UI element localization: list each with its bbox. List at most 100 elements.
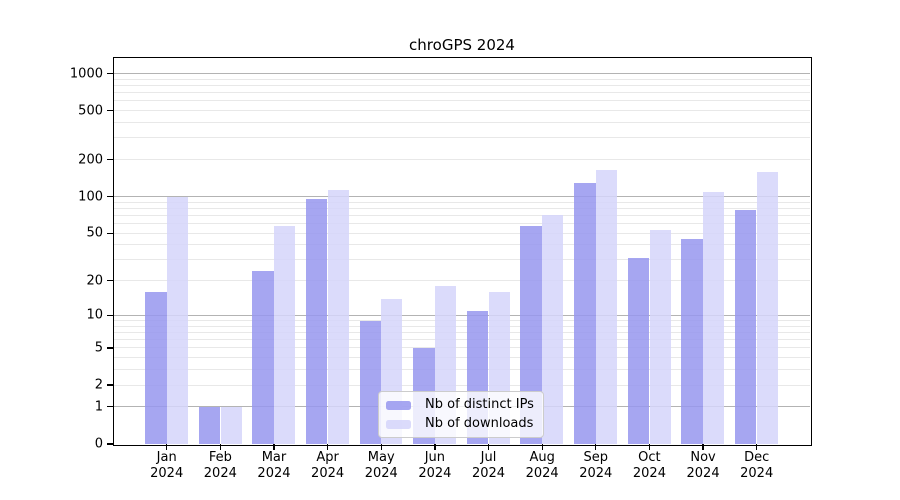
y-tick-label: 10 (86, 307, 103, 323)
y-tick-mark (107, 314, 113, 317)
x-tick-label: Oct 2024 (632, 450, 666, 481)
gridline-minor (114, 159, 810, 161)
gridline-minor (114, 207, 810, 209)
gridline-minor (114, 201, 810, 203)
legend-swatch-downloads (386, 419, 411, 429)
bar-distinct-ips-dec (734, 210, 757, 444)
y-tick-mark (107, 384, 113, 386)
gridline-minor (114, 384, 810, 386)
gridline-minor (114, 259, 810, 261)
bar-downloads-sep (595, 169, 617, 444)
legend-label-downloads: Nb of downloads (425, 416, 534, 431)
y-tick-mark (107, 347, 113, 349)
gridline-minor (114, 244, 810, 246)
gridline-major (114, 73, 810, 75)
x-tick-mark (219, 444, 221, 450)
bar-distinct-ips-nov (681, 238, 703, 444)
gridline-minor (114, 214, 810, 216)
legend: Nb of distinct IPs Nb of downloads (378, 391, 544, 438)
x-tick-mark (434, 444, 436, 450)
gridline-minor (114, 78, 810, 80)
x-tick-mark (487, 444, 490, 450)
bar-downloads-apr (327, 189, 349, 444)
y-tick-mark (107, 110, 113, 112)
x-tick-label: Jan 2024 (150, 450, 184, 481)
bar-downloads-mar (274, 226, 296, 444)
gridline-minor (114, 110, 810, 112)
gridline-minor (114, 357, 810, 359)
y-tick-label: 2 (94, 377, 103, 393)
y-tick-label: 1000 (69, 66, 103, 82)
x-tick-label: Sep 2024 (579, 450, 613, 481)
bar-downloads-aug (542, 214, 564, 444)
y-tick-label: 0 (94, 436, 103, 452)
legend-swatch-distinct-ips (386, 400, 411, 410)
y-tick-mark (107, 232, 113, 234)
x-tick-label: Aug 2024 (525, 450, 559, 481)
y-tick-mark (107, 72, 113, 75)
gridline-major (114, 196, 810, 198)
y-tick-label: 1 (94, 399, 103, 415)
y-tick-label: 50 (86, 225, 103, 241)
x-tick-mark (326, 444, 329, 450)
y-tick-label: 100 (78, 189, 103, 205)
bar-downloads-jan (166, 196, 188, 444)
chart-title: chroGPS 2024 (409, 36, 515, 54)
legend-item-downloads: Nb of downloads (386, 416, 534, 432)
gridline-minor (114, 84, 810, 86)
x-tick-label: Jun 2024 (418, 450, 452, 481)
x-tick-label: Dec 2024 (740, 450, 774, 481)
bar-distinct-ips-aug (520, 226, 542, 444)
gridline-minor (114, 232, 810, 234)
x-tick-mark (648, 444, 651, 450)
y-tick-label: 5 (94, 340, 103, 356)
y-tick-label: 500 (78, 103, 103, 119)
gridline-minor (114, 223, 810, 225)
y-tick-mark (107, 280, 113, 282)
y-tick-label: 20 (86, 273, 103, 289)
bar-downloads-nov (703, 191, 725, 444)
bar-distinct-ips-may (359, 320, 382, 444)
gridline-minor (114, 320, 810, 322)
bar-distinct-ips-mar (252, 271, 274, 444)
x-tick-mark (166, 444, 168, 450)
gridline-minor (114, 122, 810, 124)
gridline-minor (114, 347, 810, 349)
gridline-minor (114, 369, 810, 371)
x-tick-label: May 2024 (364, 450, 398, 481)
gridline-minor (114, 331, 810, 333)
bar-distinct-ips-feb (198, 406, 221, 444)
y-tick-mark (107, 443, 113, 445)
gridline-minor (114, 339, 810, 341)
y-tick-mark (107, 195, 113, 198)
x-tick-mark (756, 444, 758, 450)
bar-distinct-ips-sep (574, 182, 596, 444)
x-tick-mark (273, 444, 275, 450)
gridline-minor (114, 280, 810, 282)
gridline-minor (114, 92, 810, 94)
bar-downloads-oct (649, 230, 671, 444)
y-tick-label: 200 (78, 152, 103, 168)
bar-distinct-ips-apr (305, 199, 328, 444)
x-tick-mark (595, 444, 597, 450)
legend-label-distinct-ips: Nb of distinct IPs (425, 397, 534, 412)
gridline-minor (114, 137, 810, 139)
x-tick-label: Jul 2024 (471, 450, 506, 481)
bar-downloads-feb (220, 406, 242, 444)
x-tick-label: Nov 2024 (686, 450, 720, 481)
gridline-minor (114, 325, 810, 327)
bar-downloads-dec (756, 172, 778, 444)
y-tick-mark (107, 158, 113, 161)
gridline-minor (114, 100, 810, 102)
x-tick-mark (541, 444, 543, 450)
y-tick-mark (107, 406, 113, 408)
x-tick-label: Apr 2024 (311, 450, 345, 481)
bar-distinct-ips-oct (627, 258, 650, 444)
x-tick-mark (380, 444, 382, 450)
bar-distinct-ips-jan (145, 292, 167, 444)
gridline-major (114, 314, 810, 316)
x-tick-label: Feb 2024 (203, 450, 237, 481)
x-tick-mark (702, 444, 704, 450)
x-tick-label: Mar 2024 (257, 450, 291, 481)
